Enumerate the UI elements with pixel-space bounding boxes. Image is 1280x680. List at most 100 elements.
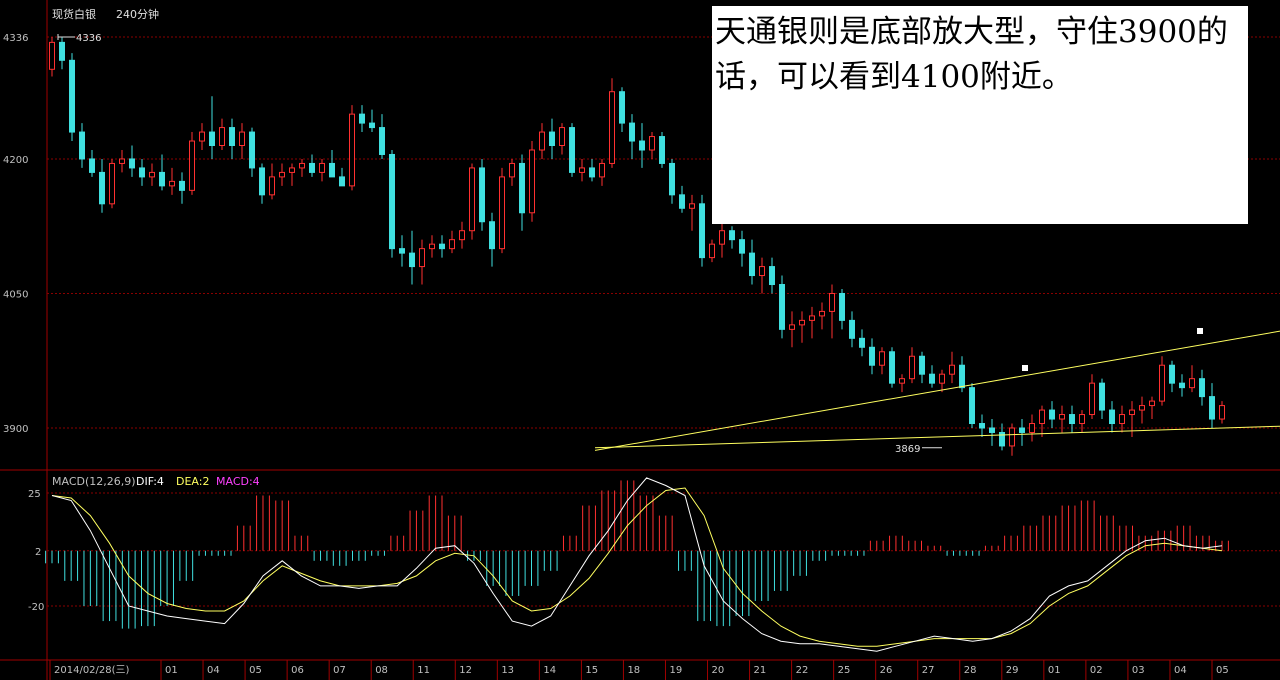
candle-body — [229, 127, 235, 147]
candle-body — [99, 171, 105, 205]
instrument-title: 现货白银 — [52, 7, 96, 21]
time-axis-labels: 2014/02/28(三) 01 04 05 06 07 08 11 12 13 14 15 18 19 2… — [49, 660, 1229, 680]
candle-body — [409, 252, 415, 268]
candle-body — [749, 252, 755, 277]
time-label: 27 — [922, 665, 935, 676]
candle-body — [319, 162, 325, 173]
candle-body — [289, 167, 295, 173]
candle-body — [769, 266, 775, 286]
candle-body — [719, 230, 725, 245]
candle-body — [1099, 382, 1105, 411]
candle-body — [1019, 427, 1025, 433]
time-label: 11 — [417, 665, 430, 676]
macd-tick-label: 2 — [35, 547, 41, 558]
candle-body — [389, 153, 395, 250]
candle-body — [979, 423, 985, 429]
price-tick-label: 4050 — [3, 289, 28, 300]
candle-body — [909, 355, 915, 380]
candle-body — [889, 351, 895, 384]
trendline-upper — [594, 330, 1280, 451]
candle-body — [219, 127, 225, 147]
candle-body — [189, 140, 195, 191]
candle-body — [579, 167, 585, 173]
candle-body — [279, 171, 285, 178]
trendline-lower — [594, 425, 1280, 449]
macd-legend: MACD(12,26,9) DIF:4 DEA:2 MACD:4 — [52, 475, 260, 488]
candle-body — [629, 122, 635, 142]
dea-line — [51, 487, 1223, 647]
candle-body — [659, 136, 665, 164]
candle-body — [559, 127, 565, 147]
time-label: 26 — [880, 665, 893, 676]
candle-body — [309, 162, 315, 173]
candle-body — [689, 203, 695, 209]
time-label: 21 — [754, 665, 767, 676]
candle-body — [1009, 427, 1015, 447]
candle-body — [1199, 378, 1205, 398]
macd-tick-label: -20 — [28, 602, 44, 613]
time-label: 07 — [333, 665, 346, 676]
time-label: 06 — [291, 665, 304, 676]
candle-body — [1089, 382, 1095, 416]
time-label: 03 — [1132, 665, 1145, 676]
time-label: 29 — [1006, 665, 1019, 676]
candle-body — [549, 131, 555, 147]
candle-body — [899, 378, 905, 384]
high-marker-label: 4336 — [76, 33, 101, 44]
candle-body — [849, 319, 855, 339]
candle-body — [399, 248, 405, 254]
candle-body — [329, 162, 335, 178]
time-label: 18 — [627, 665, 640, 676]
candle-body — [1119, 414, 1125, 425]
price-tick-label: 4200 — [3, 155, 28, 166]
candle-body — [609, 91, 615, 164]
candle-body — [1049, 409, 1055, 420]
candle-body — [739, 239, 745, 254]
candle-body — [169, 180, 175, 187]
time-label: 20 — [712, 665, 725, 676]
candle-body — [1129, 409, 1135, 416]
candle-body — [439, 243, 445, 250]
candle-body — [349, 113, 355, 187]
candle-body — [669, 162, 675, 196]
candle-body — [879, 351, 885, 366]
time-label: 08 — [375, 665, 388, 676]
macd-grid: 25 2 -20 — [28, 489, 1280, 613]
candle-body — [619, 91, 625, 124]
macd-legend-item: DEA:2 — [176, 475, 209, 488]
candlestick-series — [49, 37, 1225, 456]
annotation-text: 天通银则是底部放大型，守住3900的话，可以看到4100附近。 — [715, 14, 1228, 95]
candle-body — [1079, 414, 1085, 425]
candle-body — [859, 337, 865, 348]
candle-body — [59, 41, 65, 61]
candle-body — [449, 239, 455, 250]
candle-body — [79, 131, 85, 160]
candle-body — [379, 127, 385, 155]
time-label: 12 — [459, 665, 472, 676]
candle-body — [259, 167, 265, 196]
candle-body — [539, 131, 545, 151]
candle-body — [779, 284, 785, 330]
price-tick-label: 3900 — [3, 424, 28, 435]
macd-histogram — [45, 480, 1229, 629]
macd-legend-title: MACD(12,26,9) — [52, 475, 136, 488]
candle-body — [49, 41, 55, 70]
time-label: 28 — [964, 665, 977, 676]
time-label: 22 — [796, 665, 809, 676]
candle-body — [1179, 382, 1185, 389]
candle-body — [729, 230, 735, 241]
candle-body — [119, 158, 125, 164]
candle-body — [109, 162, 115, 205]
annotation-box: 天通银则是底部放大型，守住3900的话，可以看到4100附近。 — [712, 6, 1248, 224]
candle-body — [239, 131, 245, 147]
period-title: 240分钟 — [116, 7, 159, 21]
macd-legend-item: MACD:4 — [216, 475, 260, 488]
candle-body — [339, 176, 345, 187]
macd-lines — [51, 477, 1223, 652]
candle-body — [589, 167, 595, 178]
candle-body — [249, 131, 255, 169]
candle-body — [299, 162, 305, 169]
candle-body — [209, 131, 215, 147]
candle-body — [649, 136, 655, 151]
